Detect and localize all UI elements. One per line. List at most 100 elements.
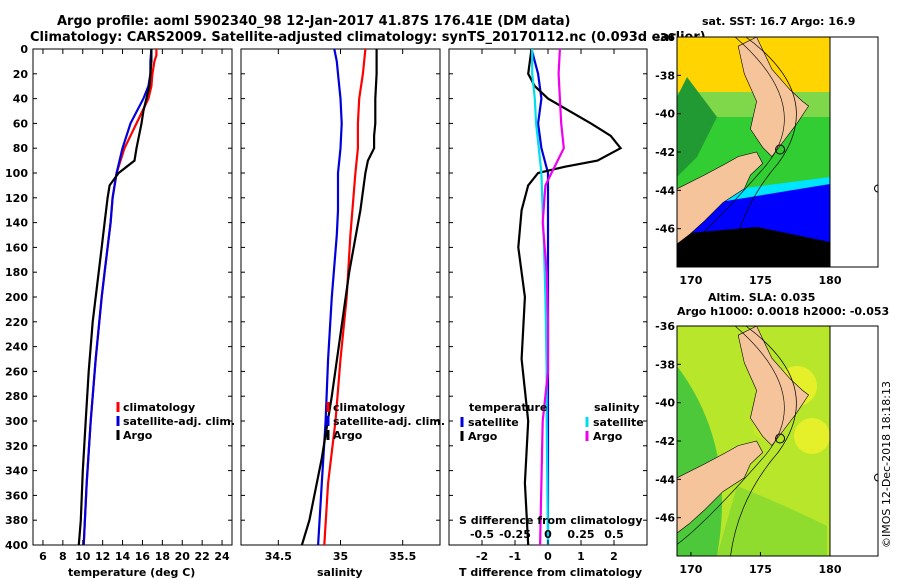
sla-map-title-line1: Altim. SLA: 0.035 [708, 291, 816, 304]
sla-map-lon-label: 170 [679, 563, 702, 576]
depth-tick-label: 100 [5, 167, 28, 180]
title-line2: Climatology: CARS2009. Satellite-adjuste… [30, 30, 706, 45]
depth-tick-label: 360 [5, 489, 28, 502]
difference-x-tick-label: 1 [577, 550, 585, 563]
sla-map-contour [730, 325, 797, 557]
temperature-x-tick-label: 14 [115, 550, 131, 563]
salinity-panel-frame [240, 48, 441, 546]
sst-map-lon-label: 180 [819, 274, 842, 287]
depth-tick-label: 340 [5, 465, 28, 478]
sla-map-argo-position-marker [775, 433, 786, 444]
temperature-series-argo [77, 49, 153, 545]
sst-map-lat-label: -38 [655, 69, 675, 82]
temperature-x-tick-label: 22 [194, 550, 209, 563]
sst-map-title: sat. SST: 16.7 Argo: 16.9 [702, 15, 856, 28]
sdiff-axis-label: S difference from climatology [459, 514, 643, 527]
depth-tick-label: 160 [5, 241, 28, 254]
diff-legend-left-label: satellite [468, 416, 519, 429]
temperature-x-tick-label: 16 [135, 550, 151, 563]
sdiff-tick-label: 0.5 [604, 528, 624, 541]
sla-map-lon-label: 175 [749, 563, 772, 576]
axes-layer: 0204060801001201401601802002202402602803… [5, 43, 647, 563]
sst-map-lat-label: -40 [655, 108, 675, 121]
sla-map-lon-label: 180 [819, 563, 842, 576]
difference-x-tick-label: 0 [544, 550, 552, 563]
diff-legend-right-label: satellite [593, 416, 644, 429]
diff-legend-left-title: temperature [469, 401, 547, 414]
imos-watermark: ©IMOS 12-Dec-2018 18:18:13 [880, 381, 893, 548]
sla-map-lat-label: -42 [655, 435, 675, 448]
sst-map-lat-label: -36 [655, 31, 675, 44]
difference-x-tick-label: -1 [509, 550, 521, 563]
depth-tick-label: 200 [5, 291, 28, 304]
title-line1: Argo profile: aoml 5902340_98 12-Jan-201… [57, 14, 571, 29]
sla-map-lat-label: -38 [655, 358, 675, 371]
temperature-x-tick-label: 20 [175, 550, 191, 563]
temperature-x-tick-label: 10 [75, 550, 91, 563]
salinity-legend-label: climatology [333, 401, 405, 414]
salinity-legend-label: Argo [333, 429, 363, 442]
depth-tick-label: 240 [5, 341, 28, 354]
depth-tick-label: 0 [20, 43, 28, 56]
sst-map-dark-patch [677, 77, 717, 177]
sst-map-lon-label: 175 [749, 274, 772, 287]
sst-map-contour [676, 36, 785, 256]
sst-map-south-island [676, 151, 764, 245]
salinity-series-satellite-adj-clim- [317, 49, 343, 545]
salinity-series-climatology [323, 49, 367, 545]
depth-tick-label: 80 [13, 142, 29, 155]
salinity-axis-label: salinity [317, 566, 363, 579]
temperature-x-tick-label: 6 [39, 550, 47, 563]
sla-map-edge-marker [874, 473, 879, 482]
depth-tick-label: 120 [5, 192, 28, 205]
depth-tick-label: 40 [13, 93, 29, 106]
salinity-x-tick-label: 35 [333, 550, 348, 563]
depth-tick-label: 20 [13, 68, 29, 81]
sla-map-title-line2: Argo h1000: 0.0018 h2000: -0.053 [677, 305, 890, 318]
sla-map-lat-label: -46 [655, 512, 675, 525]
sla-map-south-island [676, 440, 764, 534]
temperature-x-tick-label: 8 [59, 550, 67, 563]
sla-map-lat-label: -40 [655, 397, 675, 410]
sdiff-tick-label: -0.5 [470, 528, 494, 541]
depth-tick-label: 380 [5, 514, 28, 527]
maps-layer: -36 -38 -40 -42 -44 -46 170 175 180 -36 -38 -40 -42 -… [655, 31, 879, 576]
difference-series-s-satellite [531, 49, 550, 545]
temperature-x-tick-label: 12 [95, 550, 110, 563]
depth-tick-label: 280 [5, 390, 28, 403]
temperature-x-tick-label: 18 [155, 550, 170, 563]
sdiff-tick-label: 0 [544, 528, 552, 541]
temperature-legend-label: Argo [123, 429, 153, 442]
temperature-legend-label: satellite-adj. clim. [123, 415, 235, 428]
difference-x-tick-label: 2 [610, 550, 618, 563]
series-layer [77, 49, 623, 545]
depth-tick-label: 260 [5, 365, 28, 378]
sla-map-lat-label: -36 [655, 320, 675, 333]
depth-tick-label: 140 [5, 217, 28, 230]
sla-map-contour [676, 325, 785, 545]
diff-legend-right-label: Argo [593, 430, 623, 443]
sdiff-tick-label: 0.25 [567, 528, 594, 541]
depth-tick-label: 300 [5, 415, 28, 428]
sst-map-contour [730, 36, 797, 268]
sla-map-lat-label: -44 [655, 473, 675, 486]
sst-map-right-extension [829, 36, 879, 268]
tdiff-axis-label: T difference from climatology [459, 566, 642, 579]
difference-x-tick-label: -2 [476, 550, 488, 563]
depth-tick-label: 60 [13, 117, 29, 130]
sla-map-south-band [717, 486, 827, 556]
temperature-x-tick-label: 24 [214, 550, 230, 563]
sla-map-eddy-patch [794, 418, 830, 454]
diff-legend-left-label: Argo [468, 430, 498, 443]
depth-tick-label: 400 [5, 539, 28, 552]
sdiff-tick-label: -0.25 [499, 528, 531, 541]
salinity-series-argo [300, 49, 378, 545]
sst-map-edge-marker [874, 184, 879, 193]
sst-map-argo-position-marker [775, 144, 786, 155]
sst-map-lon-label: 170 [679, 274, 702, 287]
depth-tick-label: 220 [5, 316, 28, 329]
temperature-axis-label: temperature (deg C) [68, 566, 195, 579]
temperature-legend-label: climatology [123, 401, 195, 414]
